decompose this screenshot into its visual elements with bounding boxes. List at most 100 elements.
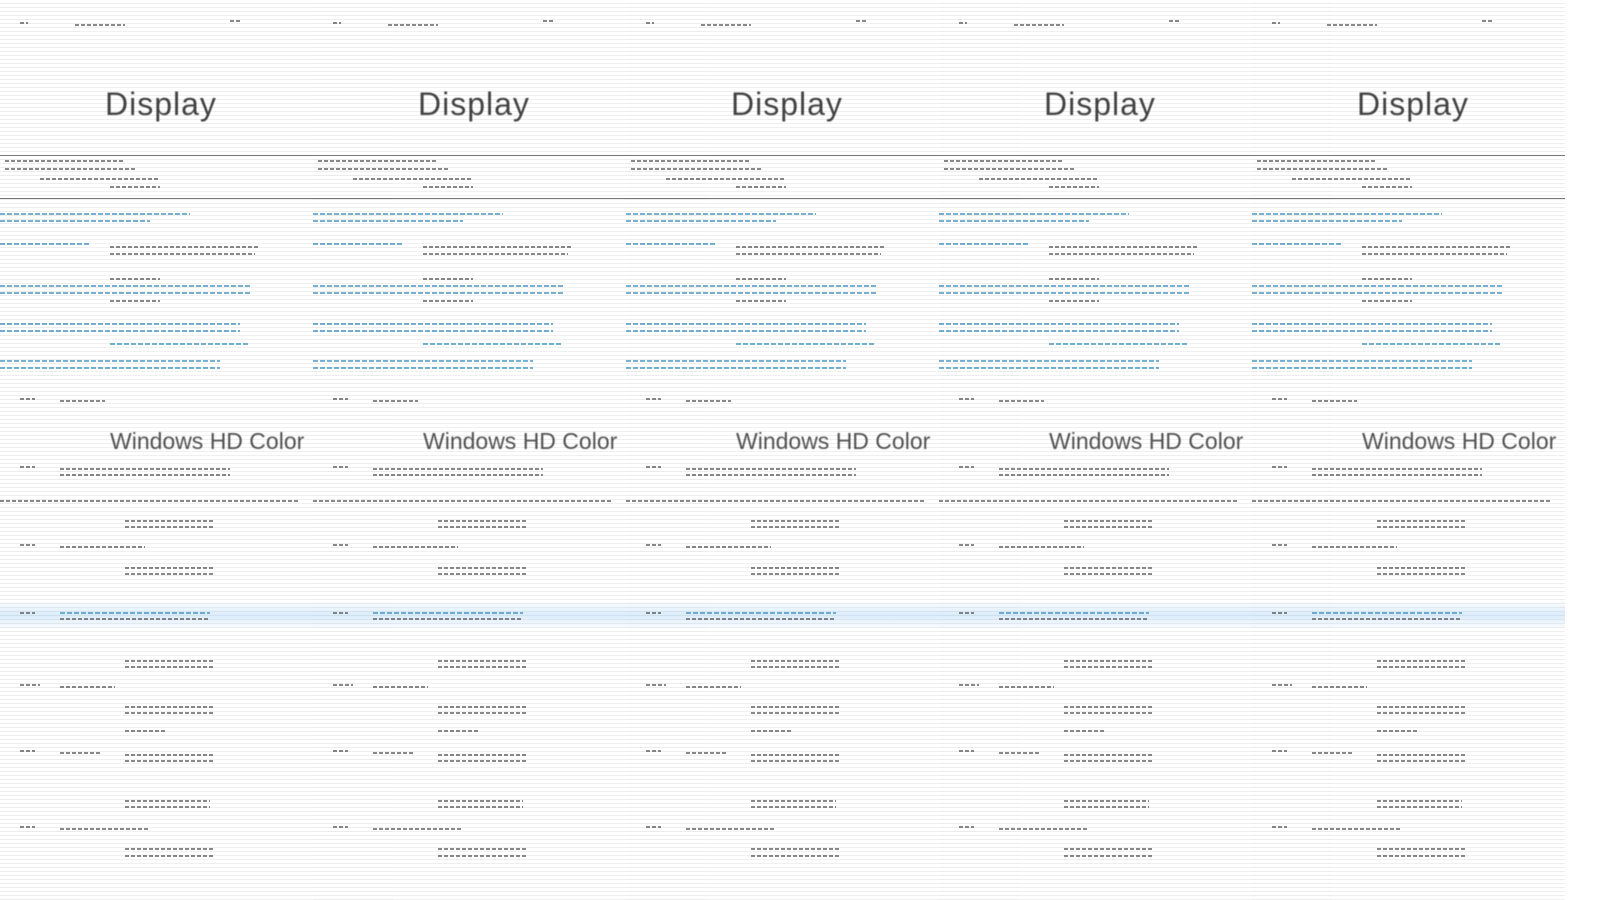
- page-title: Display: [731, 86, 843, 122]
- garbled-text-line: [353, 178, 473, 180]
- garbled-text-line: [959, 826, 974, 828]
- garbled-text-line: [373, 612, 523, 614]
- garbled-text-line: [751, 730, 791, 732]
- garbled-text-line: [1377, 848, 1467, 850]
- garbled-text-line: [423, 300, 473, 302]
- garbled-text-line: [438, 712, 528, 714]
- garbled-text-line: [373, 828, 463, 830]
- garbled-text-line: [1252, 243, 1342, 245]
- garbled-text-line: [1064, 573, 1154, 575]
- divider: [1252, 198, 1565, 199]
- garbled-text-line: [313, 323, 553, 325]
- garbled-text-line: [1377, 730, 1417, 732]
- garbled-text-line: [751, 712, 841, 714]
- garbled-text-line: [1377, 855, 1467, 857]
- selected-row-highlight[interactable]: [1252, 600, 1565, 630]
- garbled-text-line: [1252, 360, 1472, 362]
- garbled-text-line: [75, 24, 125, 26]
- garbled-text-line: [1064, 800, 1149, 802]
- garbled-text-line: [646, 466, 661, 468]
- garbled-text-line: [1377, 800, 1462, 802]
- garbled-text-line: [438, 855, 528, 857]
- selected-row-highlight[interactable]: [0, 600, 313, 630]
- garbled-text-line: [1362, 253, 1507, 255]
- garbled-text-line: [979, 178, 1099, 180]
- garbled-text-line: [751, 754, 841, 756]
- garbled-text-line: [438, 660, 528, 662]
- garbled-text-line: [110, 278, 160, 280]
- garbled-text-line: [1312, 828, 1402, 830]
- garbled-text-line: [999, 752, 1039, 754]
- garbled-text-line: [1312, 686, 1367, 688]
- garbled-text-line: [20, 398, 35, 400]
- garbled-text-line: [626, 500, 926, 502]
- garbled-text-line: [646, 612, 661, 614]
- garbled-text-line: [939, 500, 1239, 502]
- garbled-text-line: [333, 612, 348, 614]
- garbled-text-line: [1312, 546, 1397, 548]
- section-title-hd-color: Windows HD Color: [110, 428, 305, 454]
- selected-row-highlight[interactable]: [626, 600, 939, 630]
- garbled-text-line: [1312, 468, 1482, 470]
- garbled-text-line: [20, 544, 35, 546]
- garbled-text-line: [125, 706, 215, 708]
- garbled-text-line: [438, 520, 528, 522]
- garbled-text-line: [736, 186, 786, 188]
- garbled-text-line: [125, 660, 215, 662]
- garbled-text-line: [666, 178, 786, 180]
- selected-row-highlight[interactable]: [313, 600, 626, 630]
- garbled-text-line: [40, 178, 160, 180]
- garbled-text-line: [438, 800, 523, 802]
- garbled-text-line: [939, 367, 1159, 369]
- garbled-text-line: [110, 300, 160, 302]
- garbled-text-line: [1252, 213, 1442, 215]
- garbled-text-line: [1252, 330, 1492, 332]
- garbled-text-line: [751, 567, 841, 569]
- garbled-text-line: [939, 323, 1179, 325]
- garbled-text-line: [0, 243, 90, 245]
- garbled-text-line: [1049, 278, 1099, 280]
- garbled-text-line: [1482, 20, 1492, 22]
- garbled-text-line: [373, 618, 523, 620]
- garbled-text-line: [60, 618, 210, 620]
- garbled-text-line: [1377, 573, 1467, 575]
- garbled-text-line: [1252, 367, 1472, 369]
- garbled-text-line: [1312, 612, 1462, 614]
- garbled-text-line: [110, 246, 260, 248]
- garbled-text-line: [1272, 612, 1287, 614]
- garbled-text-line: [1064, 666, 1154, 668]
- garbled-text-line: [1169, 20, 1179, 22]
- garbled-text-line: [373, 468, 543, 470]
- garbled-text-line: [686, 546, 771, 548]
- garbled-text-line: [0, 367, 220, 369]
- garbled-text-line: [751, 855, 841, 857]
- garbled-text-line: [1362, 300, 1412, 302]
- garbled-text-line: [959, 544, 974, 546]
- garbled-text-line: [646, 750, 661, 752]
- garbled-text-line: [959, 466, 974, 468]
- garbled-text-line: [313, 213, 503, 215]
- divider: [1252, 155, 1565, 156]
- garbled-text-line: [60, 686, 115, 688]
- garbled-text-line: [438, 526, 528, 528]
- garbled-text-line: [318, 160, 438, 162]
- garbled-text-line: [60, 400, 105, 402]
- garbled-text-line: [999, 686, 1054, 688]
- selected-row-highlight[interactable]: [939, 600, 1252, 630]
- garbled-text-line: [423, 186, 473, 188]
- garbled-text-line: [626, 323, 866, 325]
- garbled-text-line: [110, 186, 160, 188]
- garbled-text-line: [1312, 752, 1352, 754]
- garbled-text-line: [1377, 526, 1467, 528]
- divider: [313, 198, 626, 199]
- garbled-text-line: [373, 546, 458, 548]
- garbled-text-line: [1064, 855, 1154, 857]
- garbled-text-line: [1377, 660, 1467, 662]
- garbled-text-line: [1252, 285, 1502, 287]
- garbled-text-line: [646, 398, 661, 400]
- garbled-text-line: [1327, 24, 1377, 26]
- garbled-text-line: [736, 343, 876, 345]
- garbled-text-line: [1049, 300, 1099, 302]
- garbled-text-line: [125, 573, 215, 575]
- garbled-text-line: [686, 612, 836, 614]
